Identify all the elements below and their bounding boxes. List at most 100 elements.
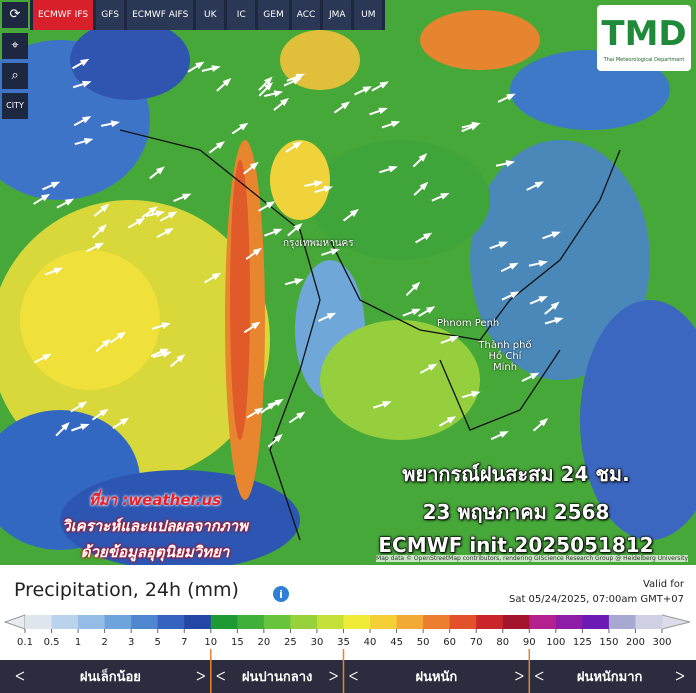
legend-title: Precipitation, 24h (mm): [14, 579, 239, 601]
city-button[interactable]: CITY: [2, 93, 28, 119]
wind-arrow-head: [362, 86, 373, 94]
wind-arrow-head: [211, 65, 221, 72]
map-field: [0, 0, 696, 565]
colorbar-segment: [555, 615, 583, 629]
wind-arrow-head: [349, 208, 359, 217]
model-tab[interactable]: UK: [196, 0, 225, 30]
wind-arrow-head: [161, 322, 171, 330]
refresh-button[interactable]: ⟳: [2, 2, 28, 28]
category-arrow: [15, 671, 206, 681]
valid-time: Sat 05/24/2025, 07:00am GMT+07: [509, 594, 684, 605]
colorbar-label: 100: [546, 637, 565, 648]
colorbar-label: 90: [523, 637, 536, 648]
wind-arrow-head: [292, 77, 302, 85]
wind-arrow-head: [94, 242, 105, 250]
wind-arrow-head: [101, 338, 111, 348]
colorbar-label: 35: [337, 637, 350, 648]
wind-arrow-head: [427, 363, 438, 371]
colorbar-segment: [582, 615, 610, 629]
model-tab[interactable]: UM: [354, 0, 383, 30]
wind-arrow-head: [211, 272, 222, 281]
forecast-text: ECMWF init.2025051812: [378, 533, 654, 558]
wind-arrow-head: [78, 401, 88, 409]
colorbar-segment: [25, 615, 53, 629]
wind-arrow-head: [82, 80, 92, 88]
wind-arrow-head: [263, 76, 273, 86]
wind-arrow-head: [296, 411, 306, 420]
wind-arrow-head: [378, 107, 388, 115]
wind-arrow-head: [97, 224, 107, 233]
category-arrow: [216, 671, 338, 681]
category-label: ฝนเล็กน้อย: [80, 667, 141, 685]
colorbar-label: 70: [470, 637, 483, 648]
wind-arrow-head: [167, 211, 178, 219]
colorbar-label: 60: [443, 637, 456, 648]
wind-arrow-head: [330, 248, 340, 256]
wind-arrow-head: [195, 61, 205, 70]
wind-arrow-head: [273, 90, 284, 98]
wind-arrow-head: [529, 372, 540, 380]
wind-arrow-head: [162, 351, 172, 358]
wind-arrow-head: [418, 153, 428, 162]
model-tabs: ECMWF IFS GFS ECMWF AIFS UK IC GEM ACC JMA UM: [30, 0, 386, 30]
wind-arrow-head: [222, 77, 232, 87]
wind-arrow-head: [510, 291, 520, 299]
wind-arrow-head: [326, 312, 337, 320]
wind-arrow-head: [293, 223, 303, 232]
wind-arrow-head: [119, 417, 130, 426]
category-label: ฝนหนักมาก: [577, 670, 643, 685]
category-arrow: [349, 671, 524, 681]
wind-arrow-head: [554, 317, 564, 324]
colorbar-label: 1: [75, 637, 81, 648]
zoom-button[interactable]: ⌕: [2, 63, 28, 89]
wind-arrow-head: [509, 262, 519, 270]
wind-arrow-head: [273, 228, 283, 236]
colorbar-label: 0.1: [17, 637, 33, 648]
model-tab[interactable]: IC: [227, 0, 256, 30]
colorbar-end: [661, 614, 691, 630]
colorbar-segment: [608, 615, 636, 629]
location-button[interactable]: ⌖: [2, 33, 28, 59]
wind-arrow-head: [313, 180, 324, 188]
attribution: Map data © OpenStreetMap contributors, r…: [376, 555, 688, 562]
place-label: Thành phố Hồ Chí Minh: [478, 340, 532, 373]
colorbar-segment: [396, 615, 424, 629]
wind-arrow-head: [265, 201, 276, 209]
wind-arrow-head: [251, 321, 261, 330]
model-tab[interactable]: GEM: [258, 0, 289, 30]
wind-arrow-head: [273, 433, 283, 443]
wind-arrow-head: [254, 407, 264, 416]
wind-arrow-head: [100, 203, 110, 212]
wind-arrow-head: [498, 241, 509, 248]
wind-arrow-head: [280, 97, 290, 107]
wind-arrow-head: [419, 181, 429, 191]
model-tab[interactable]: ACC: [291, 0, 321, 30]
wind-arrow-head: [252, 247, 262, 256]
info-icon[interactable]: [273, 586, 289, 602]
valid-label: Valid for: [643, 579, 685, 590]
wind-arrow-head: [79, 58, 90, 67]
wind-arrow-head: [292, 141, 303, 150]
wind-arrow-head: [388, 165, 398, 173]
wind-arrow-head: [505, 160, 515, 167]
wind-arrow-head: [159, 348, 170, 356]
model-tab[interactable]: JMA: [323, 0, 352, 30]
colorbar-label: 45: [390, 637, 403, 648]
model-tab[interactable]: GFS: [96, 0, 125, 30]
place-label: กรุงเทพมหานคร: [283, 238, 354, 249]
wind-arrow-head: [471, 391, 481, 398]
colorbar-segment: [370, 615, 398, 629]
wind-arrow-head: [274, 398, 284, 407]
wind-arrow-head: [99, 408, 109, 417]
wind-arrow-head: [382, 401, 392, 408]
wind-arrow-head: [61, 421, 70, 431]
colorbar-label: 20: [258, 637, 271, 648]
colorbar-label: 2: [101, 637, 107, 648]
wind-arrow-head: [323, 185, 334, 193]
wind-arrow-head: [294, 278, 304, 285]
wind-arrow-head: [446, 416, 457, 424]
model-tab[interactable]: ECMWF AIFS: [127, 0, 194, 30]
category-arrow: [535, 671, 685, 681]
model-tab[interactable]: ECMWF IFS: [33, 0, 94, 30]
